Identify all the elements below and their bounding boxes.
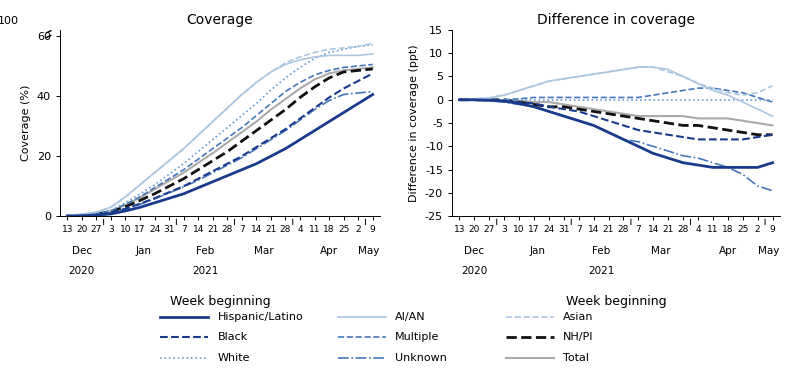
Title: Coverage: Coverage (186, 13, 254, 27)
Text: Jan: Jan (136, 246, 152, 256)
Text: 2020: 2020 (69, 266, 95, 276)
Title: Difference in coverage: Difference in coverage (537, 13, 695, 27)
Text: Asian: Asian (563, 311, 594, 322)
Text: NH/PI: NH/PI (563, 332, 594, 342)
Text: Dec: Dec (72, 246, 92, 256)
Text: Feb: Feb (592, 246, 610, 256)
Text: 100: 100 (0, 16, 18, 26)
Text: 2021: 2021 (192, 266, 218, 276)
Text: Apr: Apr (320, 246, 338, 256)
Text: Dec: Dec (464, 246, 485, 256)
Text: White: White (218, 353, 250, 363)
Text: AI/AN: AI/AN (395, 311, 426, 322)
Text: May: May (758, 246, 779, 256)
Text: Feb: Feb (196, 246, 214, 256)
Text: 2021: 2021 (588, 266, 614, 276)
Text: Multiple: Multiple (395, 332, 439, 342)
Text: Apr: Apr (718, 246, 737, 256)
Text: May: May (358, 246, 380, 256)
Text: Mar: Mar (254, 246, 274, 256)
Text: Week beginning: Week beginning (170, 295, 270, 308)
Text: Week beginning: Week beginning (566, 295, 666, 308)
Text: Black: Black (218, 332, 248, 342)
Text: Unknown: Unknown (395, 353, 447, 363)
Text: Mar: Mar (651, 246, 670, 256)
Text: Total: Total (563, 353, 589, 363)
Y-axis label: Difference in coverage (ppt): Difference in coverage (ppt) (410, 44, 419, 202)
Text: 2020: 2020 (462, 266, 487, 276)
Text: Hispanic/Latino: Hispanic/Latino (218, 311, 303, 322)
Y-axis label: Coverage (%): Coverage (%) (22, 85, 31, 161)
Text: Jan: Jan (530, 246, 546, 256)
